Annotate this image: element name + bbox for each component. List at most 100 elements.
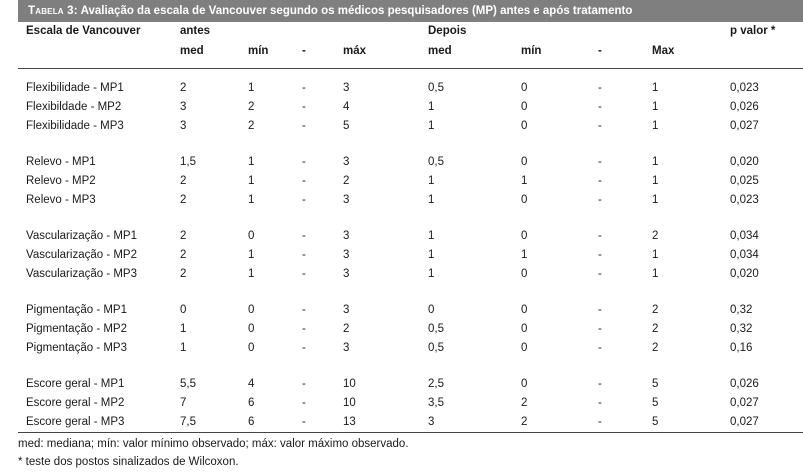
cell-before-dash: -	[302, 82, 306, 94]
cell-after-med: 1	[428, 249, 435, 261]
cell-after-min: 0	[521, 194, 528, 206]
cell-before-dash: -	[302, 268, 306, 280]
cell-before-med: 2	[180, 249, 187, 261]
cell-after-min: 0	[521, 304, 528, 316]
cell-p-value: 0,16	[730, 342, 753, 354]
cell-before-med: 7	[180, 397, 187, 409]
cell-before-min: 0	[248, 342, 255, 354]
cell-before-min: 6	[248, 397, 255, 409]
cell-before-max: 2	[343, 175, 350, 187]
cell-before-min: 2	[248, 120, 255, 132]
cell-after-max: 1	[652, 249, 659, 261]
cell-after-med: 1	[428, 175, 435, 187]
cell-after-dash: -	[598, 397, 602, 409]
cell-after-dash: -	[598, 378, 602, 390]
header-after-max: Max	[652, 45, 675, 57]
cell-before-max: 3	[343, 342, 350, 354]
cell-before-min: 0	[248, 304, 255, 316]
cell-after-dash: -	[598, 194, 602, 206]
cell-after-dash: -	[598, 175, 602, 187]
cell-p-value: 0,020	[730, 156, 759, 168]
cell-after-max: 2	[652, 304, 659, 316]
table-caption: Avaliação da escala de Vancouver segundo…	[80, 5, 633, 17]
cell-before-dash: -	[302, 156, 306, 168]
header-before-max: máx	[343, 45, 367, 57]
cell-before-med: 3	[180, 101, 187, 113]
cell-before-max: 13	[343, 416, 356, 428]
table-title: Tabela 3: Avaliação da escala de Vancouv…	[18, 0, 803, 22]
cell-after-dash: -	[598, 249, 602, 261]
cell-before-min: 1	[248, 156, 255, 168]
cell-after-med: 0,5	[428, 323, 444, 335]
cell-before-min: 6	[248, 416, 255, 428]
cell-after-med: 0,5	[428, 82, 444, 94]
cell-after-dash: -	[598, 120, 602, 132]
cell-after-max: 2	[652, 230, 659, 242]
cell-before-dash: -	[302, 230, 306, 242]
cell-before-max: 3	[343, 249, 350, 261]
cell-after-dash: -	[598, 323, 602, 335]
cell-before-max: 3	[343, 304, 350, 316]
cell-row-label: Vascularização - MP2	[26, 249, 137, 261]
cell-before-max: 3	[343, 82, 350, 94]
cell-before-med: 1	[180, 342, 187, 354]
cell-row-label: Flexibilidade - MP1	[26, 82, 124, 94]
cell-after-max: 1	[652, 194, 659, 206]
cell-p-value: 0,023	[730, 194, 759, 206]
cell-before-min: 1	[248, 249, 255, 261]
cell-before-med: 2	[180, 230, 187, 242]
cell-after-min: 0	[521, 101, 528, 113]
cell-before-med: 7,5	[180, 416, 196, 428]
cell-after-min: 2	[521, 416, 528, 428]
cell-p-value: 0,026	[730, 378, 759, 390]
header-scale: Escala de Vancouver	[26, 25, 141, 37]
cell-after-med: 0	[428, 304, 435, 316]
header-after: Depois	[428, 25, 467, 37]
footnote-test: * teste dos postos sinalizados de Wilcox…	[18, 456, 239, 468]
cell-after-med: 1	[428, 101, 435, 113]
cell-before-med: 2	[180, 268, 187, 280]
cell-after-min: 0	[521, 156, 528, 168]
cell-after-min: 1	[521, 249, 528, 261]
cell-before-max: 3	[343, 156, 350, 168]
cell-after-min: 0	[521, 230, 528, 242]
header-after-min: mín	[521, 45, 542, 57]
cell-row-label: Vascularização - MP1	[26, 230, 137, 242]
cell-before-dash: -	[302, 323, 306, 335]
cell-before-min: 2	[248, 101, 255, 113]
cell-row-label: Pigmentação - MP3	[26, 342, 127, 354]
cell-row-label: Pigmentação - MP2	[26, 323, 127, 335]
header-rule	[18, 68, 803, 69]
cell-after-max: 2	[652, 323, 659, 335]
cell-before-med: 2	[180, 82, 187, 94]
cell-before-dash: -	[302, 194, 306, 206]
cell-p-value: 0,020	[730, 268, 759, 280]
cell-after-med: 0,5	[428, 156, 444, 168]
cell-before-dash: -	[302, 249, 306, 261]
cell-before-med: 0	[180, 304, 187, 316]
cell-row-label: Relevo - MP1	[26, 156, 96, 168]
cell-after-min: 0	[521, 82, 528, 94]
cell-before-min: 1	[248, 175, 255, 187]
cell-after-min: 0	[521, 323, 528, 335]
cell-before-max: 3	[343, 194, 350, 206]
cell-after-med: 1	[428, 120, 435, 132]
cell-before-dash: -	[302, 378, 306, 390]
cell-p-value: 0,034	[730, 230, 759, 242]
cell-after-max: 1	[652, 120, 659, 132]
cell-row-label: Escore geral - MP3	[26, 416, 125, 428]
cell-after-dash: -	[598, 82, 602, 94]
cell-after-dash: -	[598, 230, 602, 242]
cell-before-dash: -	[302, 101, 306, 113]
cell-after-max: 1	[652, 175, 659, 187]
header-before: antes	[180, 25, 211, 37]
cell-before-dash: -	[302, 175, 306, 187]
cell-after-min: 0	[521, 342, 528, 354]
cell-after-dash: -	[598, 416, 602, 428]
table-number: Tabela 3:	[28, 5, 78, 17]
header-after-med: med	[428, 45, 452, 57]
cell-row-label: Escore geral - MP2	[26, 397, 125, 409]
header-before-dash: -	[302, 45, 306, 57]
cell-p-value: 0,32	[730, 323, 753, 335]
cell-row-label: Pigmentação - MP1	[26, 304, 127, 316]
